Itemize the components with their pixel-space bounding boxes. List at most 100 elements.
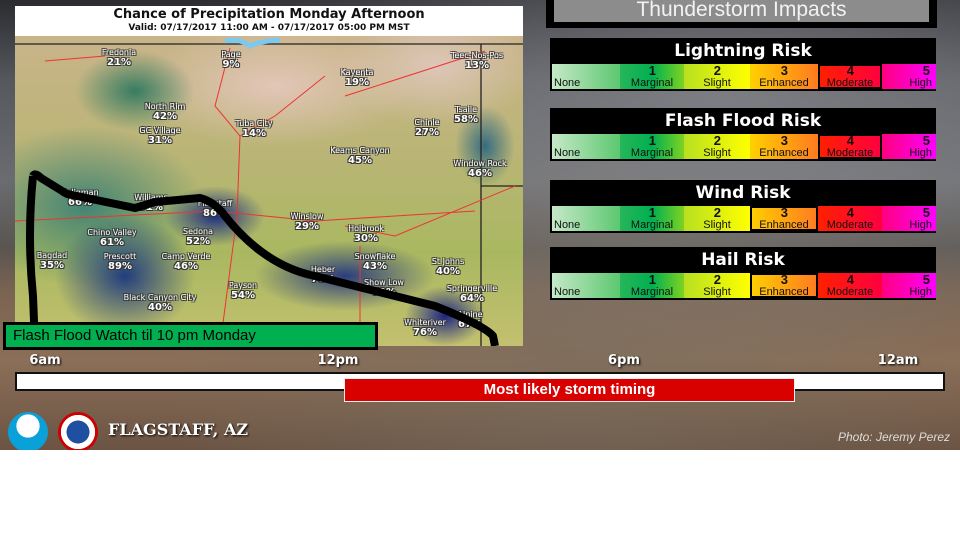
map-place: GC Village 31% [139,126,180,146]
place-percent: 89% [108,261,132,272]
risk-level-number: 4 [846,133,854,148]
risk-level-5: 5 High [882,134,936,159]
risk-title: Lightning Risk [550,38,936,64]
risk-level-4: 4 Moderate [818,206,882,231]
risk-level-1: 1 Marginal [620,64,684,89]
impacts-title-box: Thunderstorm Impacts [546,0,937,28]
place-name: Black Canyon City [123,293,197,302]
place-name: St Johns [431,257,465,266]
map-place: Snowflake 43% [355,252,396,272]
risk-level-number: 1 [648,205,656,220]
map-place: North Rim 42% [145,102,186,122]
risk-level-3: 3 Enhanced [750,206,818,231]
place-name: Alpine [457,310,483,319]
impacts-title: Thunderstorm Impacts [554,0,929,22]
place-name: Snowflake [354,252,396,261]
map-place: Camp Verde 46% [162,252,211,272]
map-place: Page 9% [221,50,240,70]
risk-level-number: 4 [846,272,854,287]
timeline-tick: 6pm [608,353,640,368]
risk-bar: None 1 Marginal 2 Slight 3 Enhanced 4 Mo… [550,206,936,233]
risk-level-5: 5 High [882,273,936,298]
timeline-tick: 12am [877,353,919,368]
place-percent: 31% [148,135,172,146]
risk-level-label: None [554,219,581,231]
place-percent: 54% [231,290,255,301]
map-area: Fredonia 21% Page 9% Kayenta 19% Teec-Nos-Pos 1… [15,36,523,346]
risk-level-1: 1 Marginal [620,134,684,159]
place-percent: 66% [68,197,92,208]
map-place: Seligman 66% [61,188,98,208]
risk-level-number: 3 [780,133,788,148]
risk-level-label: High [909,286,932,298]
map-place: Whiteriver 76% [404,318,446,338]
risk-level-0: None [552,273,620,298]
risk-level-label: Marginal [630,219,674,231]
risk-scale: Hail Risk None 1 Marginal 2 Slight 3 Enh… [550,247,936,300]
risk-bar: None 1 Marginal 2 Slight 3 Enhanced 4 Mo… [550,273,936,300]
risk-level-label: High [909,147,932,159]
risk-level-number: 2 [713,63,721,78]
place-percent: 14% [242,128,266,139]
risk-level-number: 5 [922,205,930,220]
photo-credit: Photo: Jeremy Perez [837,430,950,444]
risk-bar: None 1 Marginal 2 Slight 3 Enhanced 4 Mo… [550,64,936,91]
risk-level-label: Slight [703,77,731,89]
map-place: Fredonia 21% [102,48,136,68]
timeline-tick: 6am [29,353,61,368]
risk-level-5: 5 High [882,206,936,231]
place-percent: 86% [203,208,227,219]
risk-level-label: Enhanced [759,286,809,298]
risk-level-number: 2 [713,272,721,287]
place-percent: 45% [348,155,372,166]
risk-level-2: 2 Slight [684,64,750,89]
timeline-tick: 12pm [317,353,359,368]
place-percent: 21% [107,57,131,68]
precip-map: Chance of Precipitation Monday Afternoon… [15,6,523,346]
map-place: Window Rock 46% [453,159,506,179]
risk-level-label: High [909,77,932,89]
risk-level-1: 1 Marginal [620,273,684,298]
risk-scale: Lightning Risk None 1 Marginal 2 Slight … [550,38,936,91]
risk-level-number: 5 [922,272,930,287]
risk-level-label: High [909,219,932,231]
place-percent: 29% [295,221,319,232]
risk-level-3: 3 Enhanced [750,134,818,159]
risk-level-label: None [554,77,581,89]
map-place: Sedona 52% [183,227,213,247]
risk-level-number: 3 [780,205,788,220]
place-name: Chino Valley [87,228,137,237]
risk-level-label: Moderate [826,286,874,298]
risk-level-1: 1 Marginal [620,206,684,231]
map-place: Tuba City 14% [236,119,273,139]
map-place: Teec-Nos-Pos 13% [451,51,503,71]
map-place: Payson 54% [229,281,257,301]
risk-level-label: Marginal [630,286,674,298]
risk-level-number: 5 [922,133,930,148]
risk-level-label: Moderate [826,147,874,159]
map-title: Chance of Precipitation Monday Afternoon [113,7,425,22]
place-percent: 30% [354,233,378,244]
place-percent: 40% [436,266,460,277]
place-name: Bagdad [36,251,68,260]
risk-level-number: 3 [780,272,788,287]
place-name: Camp Verde [161,252,211,261]
place-name: Payson [228,281,258,290]
place-percent: 61% [100,237,124,248]
place-name: Keams Canyon [330,146,390,155]
map-place: Williams 91% [134,193,168,213]
risk-scale: Wind Risk None 1 Marginal 2 Slight 3 Enh… [550,180,936,233]
map-place: Bagdad 35% [37,251,68,271]
place-name: Page [221,50,241,59]
risk-level-number: 2 [713,133,721,148]
office-name: FLAGSTAFF, AZ [108,420,249,439]
place-percent: 42% [153,111,177,122]
risk-title: Hail Risk [550,247,936,273]
risk-level-3: 3 Enhanced [750,64,818,89]
place-name: North Rim [144,102,186,111]
map-place: Keams Canyon 45% [330,146,389,166]
risk-level-4: 4 Moderate [818,273,882,298]
nws-logo [58,412,98,450]
place-percent: 91% [139,202,163,213]
risk-title: Flash Flood Risk [550,108,936,134]
